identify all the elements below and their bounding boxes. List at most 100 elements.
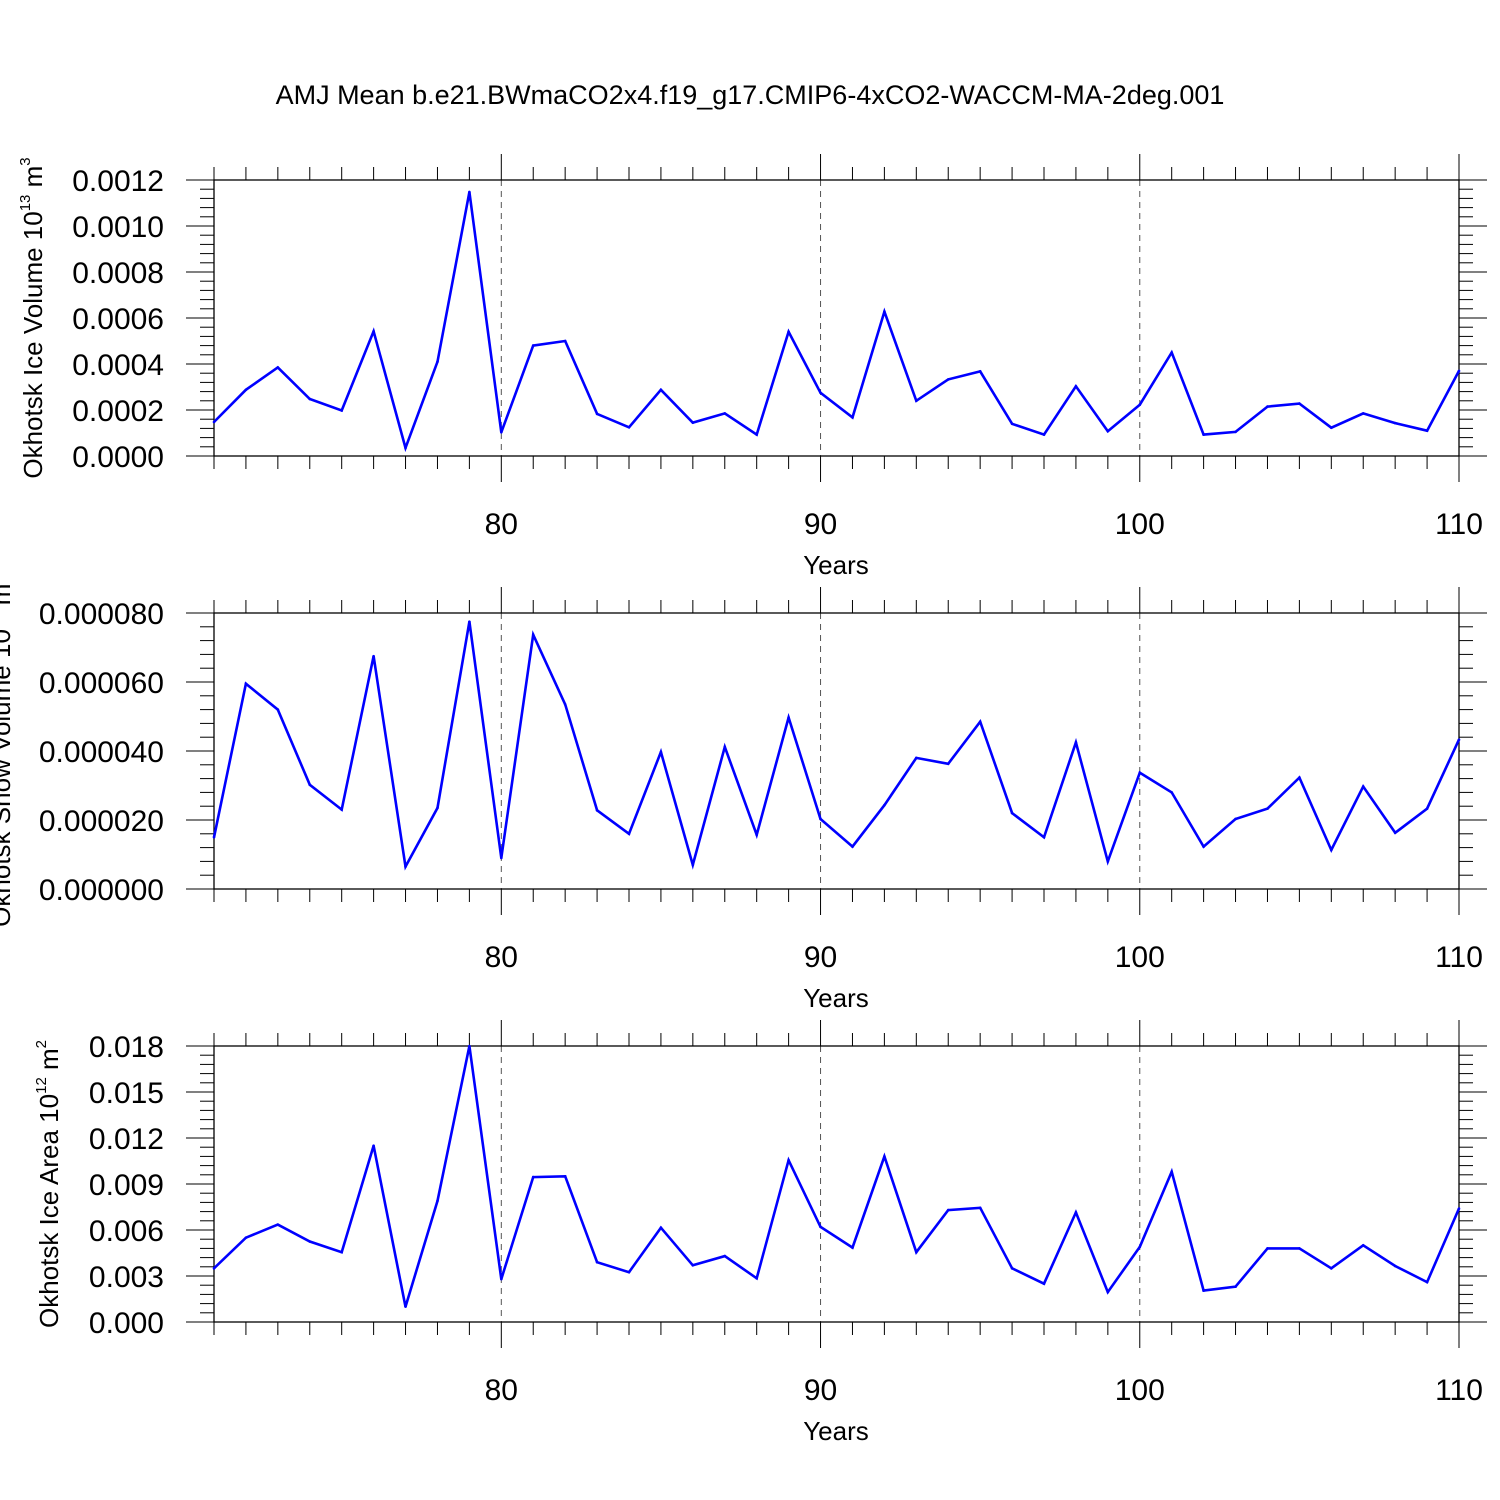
data-point — [1234, 1285, 1237, 1289]
data-point — [563, 339, 567, 343]
data-point — [723, 745, 727, 749]
data-point — [851, 416, 854, 419]
data-point — [1234, 430, 1237, 434]
data-point — [212, 420, 216, 424]
series-line — [213, 191, 1461, 453]
data-point — [500, 431, 503, 434]
data-point — [627, 425, 631, 429]
data-point — [883, 803, 886, 807]
data-point — [1330, 426, 1333, 430]
data-point — [244, 388, 248, 392]
data-point — [946, 378, 950, 381]
y-tick-label: 0.0004 — [72, 349, 164, 382]
y-tick-label: 0.0010 — [72, 211, 164, 244]
data-point — [1074, 385, 1078, 388]
data-point — [755, 833, 758, 837]
x-axis-label: Years — [803, 1416, 869, 1446]
data-point — [1042, 433, 1046, 436]
data-point — [883, 310, 886, 313]
data-point — [276, 708, 280, 711]
data-point — [1425, 1280, 1429, 1284]
y-tick-label: 0.009 — [89, 1169, 164, 1202]
y-axis-label: Okhotsk Ice Area 1012 m2 — [33, 1040, 64, 1328]
y-tick-label: 0.0006 — [72, 303, 164, 336]
panel-ice-area: Okhotsk Ice Area 1012 m2 Years 80 90 100 11… — [33, 1020, 1487, 1446]
data-point — [340, 1250, 343, 1254]
data-point — [1330, 1267, 1333, 1270]
x-tick-label: 110 — [1435, 941, 1483, 974]
data-point — [883, 1155, 886, 1158]
data-point — [978, 1206, 982, 1210]
data-point — [1361, 1244, 1365, 1247]
data-point — [1074, 1211, 1078, 1214]
y-tick-label: 0.015 — [89, 1077, 164, 1110]
data-point — [946, 762, 950, 766]
data-point — [468, 1044, 471, 1048]
data-point — [1202, 433, 1205, 436]
data-point — [1138, 1245, 1142, 1249]
x-tick-label: 110 — [1435, 1374, 1483, 1407]
data-point — [1298, 776, 1301, 779]
data-point — [1106, 1290, 1110, 1294]
data-point — [627, 1270, 631, 1274]
y-tick-label: 0.0000 — [72, 441, 164, 474]
data-point — [787, 1158, 790, 1162]
data-point — [1457, 1207, 1461, 1210]
data-point — [563, 703, 567, 706]
data-point — [1138, 403, 1142, 407]
data-point — [372, 654, 375, 658]
data-point — [1361, 412, 1365, 415]
data-point — [787, 716, 790, 719]
data-point — [851, 845, 854, 848]
chart-title: AMJ Mean b.e21.BWmaCO2x4.f19_g17.CMIP6-4… — [276, 80, 1225, 110]
y-tick-label: 0.012 — [89, 1123, 164, 1156]
data-point — [595, 1260, 599, 1264]
data-point — [946, 1208, 950, 1212]
data-point — [468, 190, 471, 194]
x-tick-label: 110 — [1435, 508, 1483, 541]
data-point — [978, 370, 982, 373]
plot-frame — [213, 179, 1460, 457]
y-tick-label: 0.000020 — [39, 805, 164, 838]
data-point — [819, 1225, 822, 1229]
x-tick-label: 100 — [1115, 941, 1165, 974]
data-point — [1042, 1282, 1046, 1285]
data-point — [436, 360, 439, 364]
x-tick-label: 100 — [1115, 508, 1165, 541]
data-point — [915, 756, 918, 760]
y-tick-label: 0.000000 — [39, 874, 164, 907]
data-point — [915, 1250, 918, 1254]
data-point — [276, 366, 280, 369]
panel-snow-volume: Okhotsk Snow Volume 1013 m3 Years 80 90 10… — [0, 575, 1487, 1013]
data-point — [500, 1277, 503, 1281]
y-tick-label: 0.000060 — [39, 667, 164, 700]
y-axis-label: Okhotsk Ice Volume 1013 m3 — [17, 157, 48, 478]
data-point — [340, 808, 343, 811]
data-point — [531, 1175, 535, 1179]
data-point — [1393, 831, 1397, 835]
data-point — [755, 1277, 758, 1280]
x-tick-label: 80 — [485, 1374, 518, 1407]
data-point — [1170, 351, 1173, 354]
data-point — [627, 832, 631, 836]
x-tick-label: 100 — [1115, 1374, 1165, 1407]
data-point — [1074, 741, 1078, 744]
data-point — [372, 1144, 375, 1147]
data-point — [1010, 811, 1014, 815]
data-point — [1106, 860, 1110, 863]
data-point — [1361, 785, 1365, 788]
data-point — [1010, 422, 1014, 426]
data-point — [595, 809, 599, 812]
data-point — [1457, 738, 1461, 741]
data-point — [244, 682, 248, 686]
data-point — [1298, 402, 1301, 405]
y-tick-label: 0.003 — [89, 1261, 164, 1294]
plot-frame — [213, 612, 1460, 890]
data-point — [563, 1175, 567, 1178]
y-tick-label: 0.0008 — [72, 257, 164, 290]
data-point — [212, 1267, 216, 1270]
data-point — [244, 1236, 248, 1239]
data-point — [1042, 835, 1046, 839]
data-point — [595, 412, 599, 416]
x-axis-label: Years — [803, 983, 869, 1013]
